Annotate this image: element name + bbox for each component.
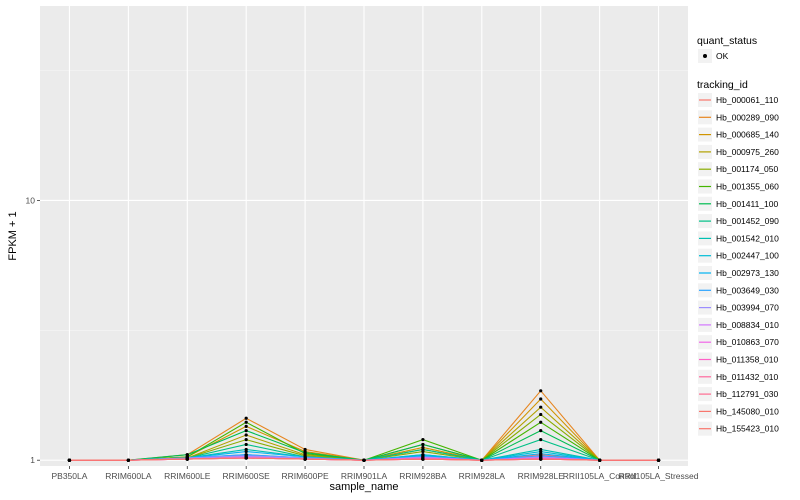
legend-color-entries: Hb_000061_110 Hb_000289_090 Hb_000685_140 H… bbox=[698, 93, 779, 436]
data-point-Hb_001411_100-6 bbox=[421, 442, 425, 447]
data-point-Hb_155423_010-2 bbox=[185, 457, 189, 461]
x-tick-label-9: RRII105LA_Control bbox=[563, 471, 637, 481]
y-axis-title: FPKM + 1 bbox=[7, 211, 19, 260]
data-point-Hb_001355_060-3 bbox=[244, 420, 248, 424]
data-point-Hb_001174_050-3 bbox=[244, 438, 248, 442]
data-point-Hb_000975_260-8 bbox=[539, 405, 543, 409]
legend-color-label-Hb_008834_010: Hb_008834_010 bbox=[716, 320, 779, 330]
data-point-Hb_155423_010-10 bbox=[656, 458, 661, 462]
x-tick-label-10: RRII105LA_Stressed bbox=[619, 471, 699, 481]
x-tick-label-6: RRIM928BA bbox=[399, 471, 447, 481]
legend-color-label-Hb_155423_010: Hb_155423_010 bbox=[716, 424, 779, 434]
data-point-Hb_001452_090-6 bbox=[421, 447, 425, 452]
x-tick-label-8: RRIM928LE bbox=[518, 471, 565, 481]
data-point-Hb_001174_050-8 bbox=[539, 412, 543, 417]
legend-color-label-Hb_000289_090: Hb_000289_090 bbox=[716, 112, 779, 122]
x-tick-label-7: RRIM928LA bbox=[459, 471, 506, 481]
x-tick-label-1: RRIM600LA bbox=[105, 471, 152, 481]
legend-color-label-Hb_010863_070: Hb_010863_070 bbox=[716, 337, 779, 347]
data-point-Hb_001452_090-3 bbox=[244, 442, 248, 447]
data-point-Hb_000975_260-3 bbox=[244, 433, 248, 437]
data-point-Hb_155423_010-6 bbox=[421, 457, 425, 461]
data-point-Hb_155423_010-3 bbox=[244, 456, 248, 460]
legend-color-label-Hb_001355_060: Hb_001355_060 bbox=[716, 182, 779, 192]
legend-color-label-Hb_112791_030: Hb_112791_030 bbox=[716, 389, 779, 399]
data-point-Hb_001411_100-4 bbox=[303, 450, 307, 455]
y-tick-label-0: 1 bbox=[30, 455, 35, 465]
x-axis-ticks: PB350LA RRIM600LA RRIM600LE RRIM600SE RRIM60… bbox=[51, 466, 699, 481]
legend-color-label-Hb_002447_100: Hb_002447_100 bbox=[716, 251, 779, 261]
legend-color-label-Hb_001542_010: Hb_001542_010 bbox=[716, 233, 779, 243]
data-point-Hb_155423_010-0 bbox=[67, 458, 72, 462]
data-point-Hb_001411_100-8 bbox=[539, 429, 543, 433]
data-point-Hb_001355_060-8 bbox=[539, 420, 543, 424]
legend-color-label-Hb_011432_010: Hb_011432_010 bbox=[716, 372, 779, 382]
data-point-Hb_000685_140-8 bbox=[539, 397, 543, 401]
legend-color-label-Hb_001174_050: Hb_001174_050 bbox=[716, 164, 779, 174]
x-tick-label-4: RRIM600PE bbox=[281, 471, 329, 481]
series-points bbox=[67, 389, 661, 462]
x-tick-label-5: RRIM901LA bbox=[341, 471, 388, 481]
data-point-Hb_001355_060-6 bbox=[421, 438, 425, 442]
x-axis-title: sample_name bbox=[329, 481, 398, 493]
legend-color-label-Hb_003994_070: Hb_003994_070 bbox=[716, 303, 779, 313]
data-point-Hb_001411_100-2 bbox=[185, 453, 189, 457]
data-point-Hb_155423_010-7 bbox=[480, 458, 484, 462]
x-tick-label-2: RRIM600LE bbox=[164, 471, 211, 481]
legend-color-label-Hb_002973_130: Hb_002973_130 bbox=[716, 268, 779, 278]
legend-color-label-Hb_001452_090: Hb_001452_090 bbox=[716, 216, 779, 226]
legend-shape-title: quant_status bbox=[697, 35, 757, 47]
legend-color-label-Hb_145080_010: Hb_145080_010 bbox=[716, 406, 779, 416]
data-point-Hb_000289_090-3 bbox=[244, 416, 248, 420]
data-point-Hb_001411_100-3 bbox=[244, 429, 248, 433]
y-axis-ticks: 1 10 bbox=[26, 195, 40, 465]
data-point-Hb_155423_010-8 bbox=[539, 457, 543, 461]
legend-color-label-Hb_000975_260: Hb_000975_260 bbox=[716, 147, 779, 157]
legend-color-label-Hb_000061_110: Hb_000061_110 bbox=[716, 95, 779, 105]
x-tick-label-0: PB350LA bbox=[51, 471, 87, 481]
data-point-Hb_155423_010-9 bbox=[598, 458, 602, 462]
data-point-Hb_001452_090-8 bbox=[539, 438, 543, 442]
legend-shape-label-OK: OK bbox=[716, 51, 729, 61]
y-tick-label-1: 10 bbox=[26, 195, 36, 205]
data-point-Hb_155423_010-5 bbox=[362, 458, 366, 462]
legend: quant_status OK tracking_id Hb_000061_11… bbox=[697, 35, 779, 436]
legend-color-label-Hb_011358_010: Hb_011358_010 bbox=[716, 355, 779, 365]
legend-color-label-Hb_000685_140: Hb_000685_140 bbox=[716, 130, 779, 140]
legend-shape-entries: OK bbox=[698, 49, 729, 63]
data-point-Hb_000289_090-8 bbox=[539, 389, 543, 393]
data-point-Hb_002973_130-3 bbox=[244, 449, 248, 454]
legend-color-label-Hb_001411_100: Hb_001411_100 bbox=[716, 199, 779, 209]
data-point-Hb_155423_010-4 bbox=[303, 457, 307, 461]
data-point-Hb_000685_140-3 bbox=[244, 424, 248, 428]
legend-shape-key-OK bbox=[703, 54, 707, 58]
legend-color-title: tracking_id bbox=[697, 79, 748, 91]
data-point-Hb_155423_010-1 bbox=[126, 458, 130, 462]
x-tick-label-3: RRIM600SE bbox=[223, 471, 271, 481]
legend-color-label-Hb_003649_030: Hb_003649_030 bbox=[716, 285, 779, 295]
